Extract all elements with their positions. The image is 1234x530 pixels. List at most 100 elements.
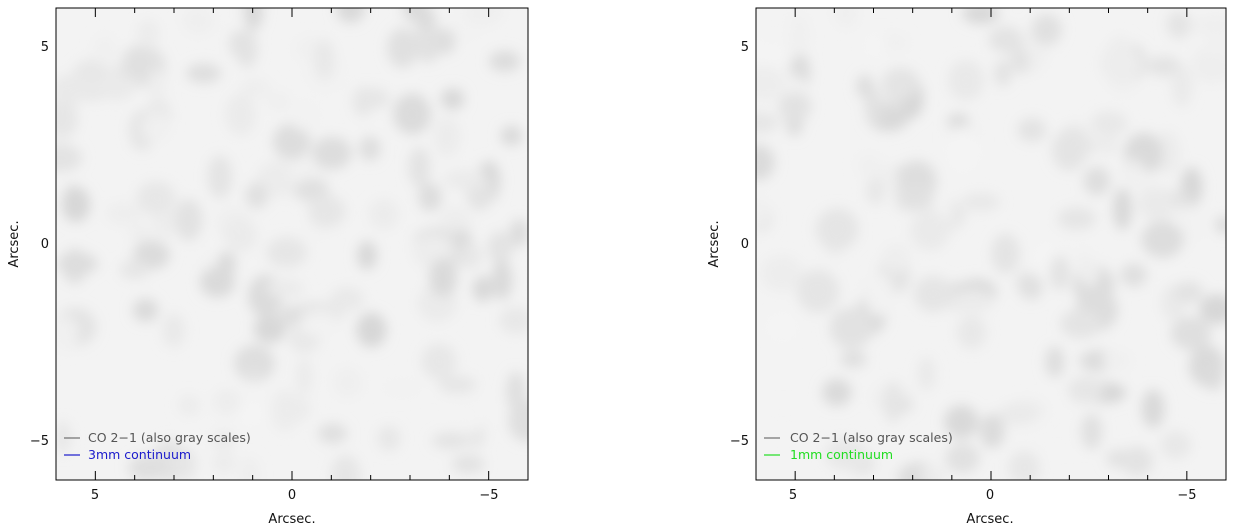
noise-blob xyxy=(253,314,287,344)
noise-blob xyxy=(418,183,442,212)
noise-blob xyxy=(147,69,167,101)
noise-blob xyxy=(491,260,513,301)
legend-co-label: CO 2−1 (also gray scales) xyxy=(88,430,251,445)
noise-blob xyxy=(421,343,457,380)
noise-blob xyxy=(864,273,894,316)
noise-blob xyxy=(756,65,785,101)
noise-blob xyxy=(1124,169,1156,193)
panel-left-legend: CO 2−1 (also gray scales) 3mm continuum xyxy=(64,430,251,462)
noise-blob xyxy=(756,195,768,226)
noise-blob xyxy=(979,413,1005,449)
noise-blob xyxy=(864,86,882,128)
noise-blob xyxy=(1113,187,1132,231)
panel-left-ytick-5: 5 xyxy=(41,40,49,55)
noise-blob xyxy=(429,257,458,297)
background-noise xyxy=(756,8,1226,480)
noise-blob xyxy=(243,8,264,31)
noise-blob xyxy=(61,186,91,223)
noise-blob xyxy=(136,19,160,47)
noise-blob xyxy=(136,180,176,215)
panel-left: 5 0 −5 5 0 −5 Arcsec. Arcsec. CO 2−1 (al… xyxy=(7,7,529,527)
noise-blob xyxy=(289,100,322,132)
noise-blob xyxy=(1166,10,1192,39)
panel-left-xtick-0: 0 xyxy=(288,488,296,503)
panel-right-ytick-0: 0 xyxy=(741,237,749,252)
noise-blob xyxy=(266,91,291,112)
noise-blob xyxy=(1193,13,1226,38)
noise-blob xyxy=(272,123,311,160)
noise-blob xyxy=(452,395,487,433)
noise-blob xyxy=(279,305,305,327)
panel-right-ytick-5: 5 xyxy=(741,40,749,55)
panel-right-xtick-0: 0 xyxy=(986,488,994,503)
noise-blob xyxy=(299,311,339,337)
noise-blob xyxy=(1141,389,1165,428)
noise-blob xyxy=(1174,281,1204,303)
legend-1mm-label: 1mm continuum xyxy=(790,447,893,462)
panel-right-map xyxy=(756,8,1226,480)
noise-blob xyxy=(330,454,361,480)
noise-blob xyxy=(176,447,197,480)
noise-blob xyxy=(1031,13,1062,46)
noise-blob xyxy=(336,8,366,23)
noise-blob xyxy=(294,178,329,202)
panel-left-xtick-minus5: −5 xyxy=(479,488,498,503)
noise-blob xyxy=(368,198,400,230)
noise-blob xyxy=(488,50,521,72)
noise-blob xyxy=(913,275,953,313)
noise-blob xyxy=(438,375,477,394)
noise-blob xyxy=(212,388,242,415)
noise-blob xyxy=(784,13,811,57)
panel-right-ticks xyxy=(755,7,1227,480)
noise-blob xyxy=(1097,132,1119,156)
noise-blob xyxy=(509,218,528,247)
noise-blob xyxy=(1059,309,1102,339)
panel-left-xtick-5: 5 xyxy=(91,488,99,503)
noise-blob xyxy=(186,63,222,84)
noise-blob xyxy=(356,312,387,348)
noise-blob xyxy=(431,432,471,449)
noise-blob xyxy=(352,87,391,110)
noise-blob xyxy=(1146,56,1182,77)
noise-blob xyxy=(229,30,246,57)
panel-right-ylabel: Arcsec. xyxy=(707,220,722,267)
noise-blob xyxy=(884,381,902,424)
noise-blob xyxy=(760,255,803,292)
noise-blob xyxy=(946,129,981,172)
noise-blob xyxy=(947,59,985,101)
noise-blob xyxy=(207,155,233,199)
noise-blob xyxy=(796,269,840,314)
noise-blob xyxy=(856,153,882,179)
noise-blob xyxy=(96,73,137,100)
noise-blob xyxy=(56,421,72,454)
panel-right: 5 0 −5 5 0 −5 Arcsec. Arcsec. CO 2−1 (al… xyxy=(707,7,1227,527)
noise-blob xyxy=(381,378,424,397)
noise-blob xyxy=(56,143,83,173)
noise-blob xyxy=(357,240,378,270)
noise-blob xyxy=(1067,376,1104,404)
noise-blob xyxy=(756,144,775,181)
noise-blob xyxy=(472,275,493,303)
noise-blob xyxy=(458,243,482,269)
noise-blob xyxy=(245,182,269,209)
noise-blob xyxy=(881,243,911,273)
noise-blob xyxy=(1160,430,1192,460)
noise-blob xyxy=(1049,255,1071,291)
noise-blob xyxy=(500,125,523,146)
noise-blob xyxy=(1099,44,1143,84)
noise-blob xyxy=(865,32,887,58)
noise-blob xyxy=(239,456,260,480)
noise-blob xyxy=(211,452,237,474)
noise-blob xyxy=(498,306,528,335)
noise-blob xyxy=(56,315,79,353)
noise-blob xyxy=(141,113,171,142)
noise-blob xyxy=(443,169,485,190)
noise-blob xyxy=(129,223,151,244)
noise-blob xyxy=(128,454,168,480)
noise-blob xyxy=(240,77,271,98)
noise-blob xyxy=(223,218,258,253)
noise-blob xyxy=(332,367,363,399)
noise-blob xyxy=(275,395,312,424)
noise-blob xyxy=(994,59,1012,87)
